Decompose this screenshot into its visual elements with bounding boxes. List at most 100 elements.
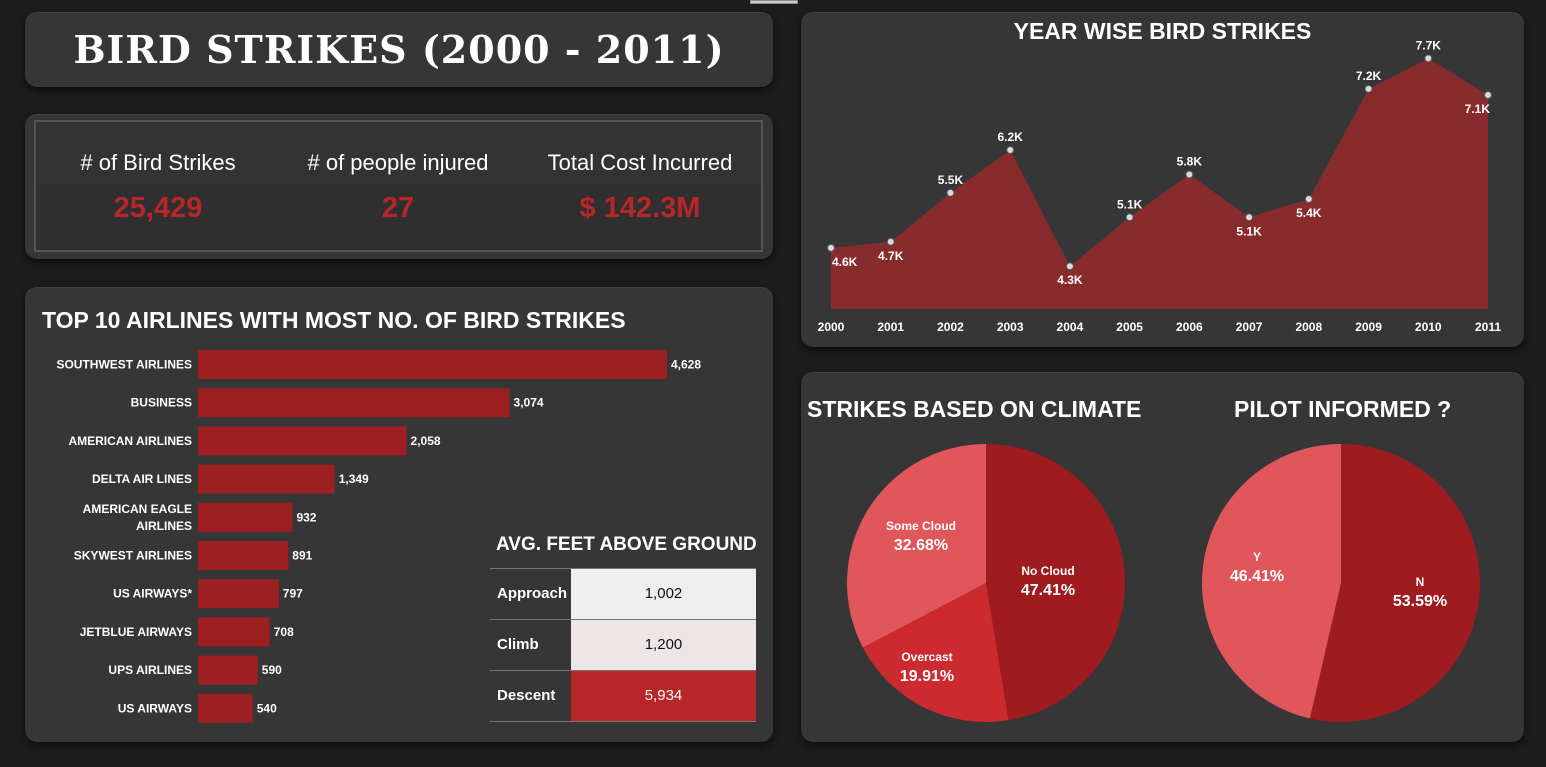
year-value-label: 5.1K <box>1236 224 1262 238</box>
title-panel: BIRD STRIKES (2000 - 2011) <box>25 12 773 87</box>
year-tick-label: 2008 <box>1295 320 1322 334</box>
pie-slice[interactable] <box>862 583 1009 722</box>
year-value-label: 4.3K <box>1057 273 1083 287</box>
pie-slice-name: Y <box>1253 550 1261 564</box>
year-tick-label: 2009 <box>1355 320 1382 334</box>
year-tick-label: 2002 <box>937 320 964 334</box>
year-chart-title: YEAR WISE BIRD STRIKES <box>1013 18 1312 44</box>
kpi-value: $ 142.3M <box>579 192 701 224</box>
phase-label: Descent <box>497 687 556 704</box>
airline-value-label: 2,058 <box>411 434 441 448</box>
year-tick-label: 2001 <box>877 320 904 334</box>
year-value-label: 5.8K <box>1177 155 1203 169</box>
year-point[interactable] <box>946 188 955 197</box>
airline-bar[interactable] <box>198 388 510 418</box>
pie-slice-percent: 47.41% <box>1021 582 1075 599</box>
airline-bar[interactable] <box>198 617 270 647</box>
airline-value-label: 932 <box>296 510 316 524</box>
table-row[interactable]: Descent 5,934 <box>490 671 756 722</box>
pie-charts[interactable]: No Cloud 47.41% Overcast 19.91% Some Cloud 32… <box>801 372 1524 742</box>
year-area-chart[interactable]: 4.6K 2000 4.7K 2001 5.5K 2002 6.2K 2003 4.3K 2004… <box>801 12 1524 347</box>
airline-bar[interactable] <box>198 426 407 456</box>
pie-slice-name: No Cloud <box>1021 564 1074 578</box>
airline-category-label: JETBLUE AIRWAYS <box>80 625 192 639</box>
year-area <box>831 58 1488 309</box>
year-point[interactable] <box>1125 213 1134 222</box>
airline-bar[interactable] <box>198 350 667 379</box>
airline-bar[interactable] <box>198 541 289 570</box>
table-row[interactable]: Approach 1,002 <box>490 569 756 620</box>
airline-category-label: SKYWEST AIRLINES <box>74 549 192 563</box>
year-tick-label: 2006 <box>1176 320 1203 334</box>
airlines-chart-title: TOP 10 AIRLINES WITH MOST NO. OF BIRD ST… <box>42 307 626 333</box>
year-point[interactable] <box>827 243 835 252</box>
kpi-panel: # of Bird Strikes 25,429 # of people inj… <box>25 114 773 259</box>
year-point[interactable] <box>1304 194 1313 203</box>
kpi-value: 27 <box>381 192 415 224</box>
airlines-bar-chart[interactable]: 4,628 SOUTHWEST AIRLINES 3,074 BUSINESS 2,05… <box>25 287 701 727</box>
year-point[interactable] <box>1245 213 1254 222</box>
year-tick-label: 2005 <box>1116 320 1143 334</box>
airline-bar[interactable] <box>198 655 258 685</box>
year-value-label: 7.1K <box>1465 102 1491 116</box>
kpi-label: Total Cost Incurred <box>547 150 733 175</box>
airline-bar[interactable] <box>198 502 293 532</box>
pie-slice[interactable] <box>847 444 986 648</box>
year-point[interactable] <box>1065 262 1074 271</box>
airline-bar[interactable] <box>198 579 279 609</box>
year-point[interactable] <box>1006 146 1015 155</box>
airline-value-label: 708 <box>274 625 294 639</box>
year-tick-label: 2003 <box>997 320 1024 334</box>
year-value-label: 7.7K <box>1416 38 1442 52</box>
airline-value-label: 797 <box>283 587 303 601</box>
pie-slice[interactable] <box>986 444 1126 721</box>
airline-category-label: US AIRWAYS <box>118 701 192 715</box>
pie-slice-name: Some Cloud <box>886 519 956 533</box>
feet-value: 5,934 <box>571 671 756 721</box>
airline-category-label: AMERICAN EAGLE AIRLINES <box>83 502 192 533</box>
table-row[interactable]: Climb 1,200 <box>490 620 756 671</box>
airline-value-label: 3,074 <box>514 396 544 410</box>
phase-label: Approach <box>497 585 568 602</box>
table-divider <box>490 568 756 569</box>
airline-bar[interactable] <box>198 693 253 723</box>
year-point[interactable] <box>1484 91 1492 100</box>
airline-bar[interactable] <box>198 464 335 494</box>
airline-category-label: US AIRWAYS* <box>113 587 192 601</box>
pie-slice-name: N <box>1416 575 1425 589</box>
year-panel: YEAR WISE BIRD STRIKES 4.6K 2000 4.7K 2001 5… <box>801 12 1524 347</box>
feet-table-title: AVG. FEET ABOVE GROUND <box>496 534 757 555</box>
year-tick-label: 2000 <box>818 320 845 334</box>
year-point[interactable] <box>1185 170 1194 179</box>
pie-slice[interactable] <box>1202 444 1341 719</box>
airline-value-label: 540 <box>257 701 277 715</box>
kpi-label: # of people injured <box>307 150 489 175</box>
pilot-chart-title: PILOT INFORMED ? <box>1234 396 1452 422</box>
airline-category-label: UPS AIRLINES <box>108 663 192 677</box>
year-tick-label: 2010 <box>1415 320 1442 334</box>
airline-category-label: SOUTHWEST AIRLINES <box>56 358 192 372</box>
kpi-value: 25,429 <box>113 192 203 224</box>
year-value-label: 4.7K <box>878 249 904 263</box>
year-point[interactable] <box>1424 54 1433 63</box>
airline-category-label: AMERICAN AIRLINES <box>68 434 192 448</box>
pie-slice[interactable] <box>1309 444 1480 722</box>
feet-value: 1,002 <box>571 569 756 619</box>
year-point[interactable] <box>886 237 895 246</box>
pie-panel: STRIKES BASED ON CLIMATE PILOT INFORMED … <box>801 372 1524 742</box>
kpi-box: # of Bird Strikes 25,429 # of people inj… <box>34 120 763 252</box>
top-handle[interactable] <box>750 0 798 4</box>
climate-chart-title: STRIKES BASED ON CLIMATE <box>807 396 1142 422</box>
pie-slice-percent: 19.91% <box>900 668 954 685</box>
airline-category-label: BUSINESS <box>131 396 192 410</box>
year-point[interactable] <box>1364 84 1373 93</box>
airline-value-label: 590 <box>262 663 282 677</box>
year-tick-label: 2004 <box>1057 320 1084 334</box>
kpi-label: # of Bird Strikes <box>80 150 236 175</box>
pie-slice-percent: 32.68% <box>894 537 948 554</box>
year-value-label: 4.6K <box>832 255 858 269</box>
airline-value-label: 891 <box>292 549 312 563</box>
pie-slice-name: Overcast <box>901 650 952 664</box>
feet-value: 1,200 <box>571 620 756 670</box>
airlines-panel: TOP 10 AIRLINES WITH MOST NO. OF BIRD ST… <box>25 287 773 742</box>
